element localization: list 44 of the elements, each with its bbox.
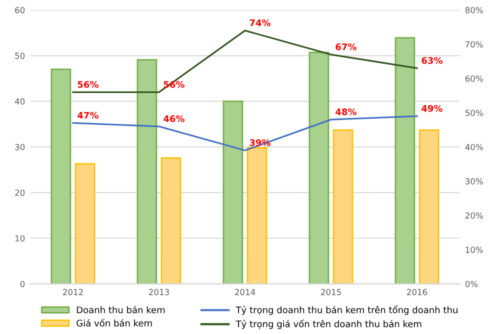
data-label: 48% (336, 108, 356, 116)
y2-tick-label: 60% (465, 75, 483, 82)
y2-tick-label: 80% (465, 7, 483, 14)
bar (50, 68, 72, 284)
y2-tick-label: 10% (466, 246, 483, 253)
y2-tick-label: 40% (465, 144, 483, 150)
y-tick-label: 0 (20, 280, 25, 288)
legend-label: Tỷ trọng giá vốn trên doanh thu bán kem (236, 320, 422, 330)
y-tick-label: 30 (15, 144, 25, 150)
y2-tick-label: 30% (465, 178, 483, 184)
y-tick-label: 50 (15, 52, 25, 59)
x-tick-label: 2013 (149, 288, 169, 296)
x-tick-label: 2012 (63, 288, 83, 296)
data-label: 49% (422, 104, 442, 112)
y-tick-label: 10 (15, 235, 25, 242)
data-label: 47% (78, 112, 98, 119)
data-label: 67% (336, 43, 356, 50)
bar (418, 129, 440, 284)
data-label: 56% (78, 81, 98, 88)
y2-tick-label: 0% (465, 280, 478, 288)
legend-label: Tỷ trọng doanh thu bán kem trên tổng doanh thu (236, 305, 458, 316)
x-tick-label: 2014 (235, 288, 256, 296)
data-label: 63% (422, 57, 442, 64)
bar (160, 157, 182, 284)
legend-label: Giá vốn bán kem (76, 318, 152, 327)
bar (308, 52, 330, 284)
x-tick-label: 2016 (407, 288, 428, 296)
bar (136, 59, 158, 284)
line-series (72, 30, 418, 94)
y-tick-label: 40 (14, 98, 25, 105)
y-tick-label: 20 (15, 190, 25, 196)
bar (394, 37, 416, 284)
data-label: 46% (164, 115, 184, 122)
bar (222, 100, 244, 284)
bar (74, 163, 96, 284)
data-label: 74% (250, 19, 270, 26)
legend-label: Doanh thu bán kem (76, 306, 165, 314)
y2-tick-label: 50% (466, 110, 483, 116)
y2-tick-label: 20% (465, 212, 483, 219)
bar (246, 147, 268, 284)
bar (332, 129, 354, 284)
y2-tick-label: 70% (466, 41, 483, 48)
x-tick-label: 2015 (321, 288, 341, 296)
y-tick-label: 60 (15, 7, 25, 14)
